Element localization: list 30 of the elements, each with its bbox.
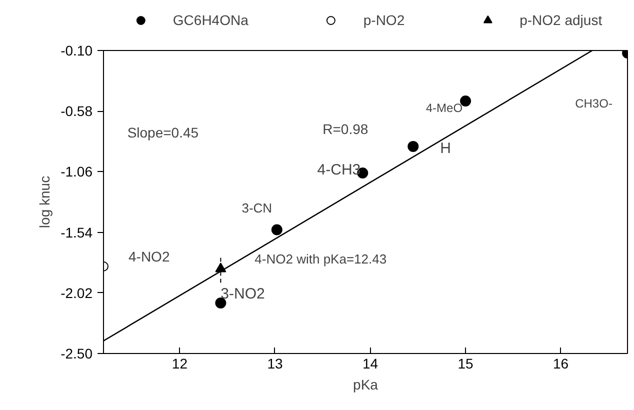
y-tick-label: -2.02 xyxy=(60,284,93,301)
point xyxy=(271,224,282,236)
y-axis-title: log knuc xyxy=(36,176,53,228)
annotation: 3-CN xyxy=(242,200,272,216)
legend-label: p-NO2 xyxy=(363,12,405,28)
legend-label: p-NO2 adjust xyxy=(520,12,602,28)
legend-label: GC6H4ONa xyxy=(172,12,248,28)
annotation: H xyxy=(440,140,451,157)
annotation: 4-CH3 xyxy=(317,161,361,178)
x-tick-label: 12 xyxy=(172,356,188,372)
x-tick-label: 13 xyxy=(267,356,283,372)
annotation: 4-MeO xyxy=(426,101,463,115)
y-tick-label: -0.10 xyxy=(60,42,93,58)
x-tick-label: 15 xyxy=(458,356,474,372)
point xyxy=(460,96,472,106)
x-tick-label: 14 xyxy=(362,356,378,372)
y-tick-label: -1.54 xyxy=(60,224,93,240)
y-tick-label: -1.06 xyxy=(60,164,93,180)
y-tick-label: -0.58 xyxy=(60,103,93,120)
x-tick-label: 16 xyxy=(553,356,569,372)
annotation: 3-NO2 xyxy=(220,286,265,302)
x-axis-title: pKa xyxy=(353,376,378,392)
y-tick-label: -2.50 xyxy=(60,346,93,362)
annotation: CH3O- xyxy=(575,96,612,111)
annotation: Slope=0.45 xyxy=(127,124,199,141)
annotation: 4-NO2 with pKa=12.43 xyxy=(254,251,387,266)
annotation: R=0.98 xyxy=(322,120,368,137)
point xyxy=(408,140,419,152)
point xyxy=(215,298,226,308)
annotation: 4-NO2 xyxy=(128,248,170,264)
